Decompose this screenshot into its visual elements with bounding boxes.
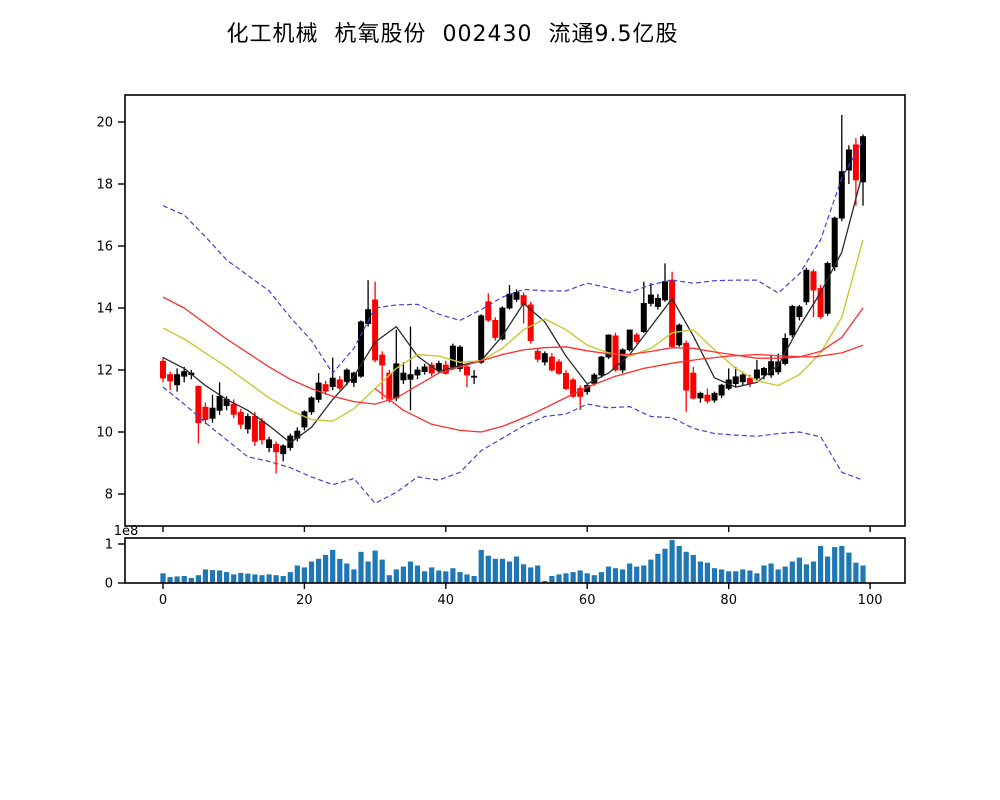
volume-axes-frame <box>124 537 906 584</box>
axes-frames <box>124 94 906 584</box>
svg-text:12: 12 <box>96 364 113 379</box>
ma-red-slow-line <box>374 344 864 433</box>
svg-text:20: 20 <box>96 116 113 131</box>
main-axes-frame <box>124 94 906 527</box>
svg-text:14: 14 <box>96 302 113 317</box>
ma-yellow-line <box>162 239 864 422</box>
volume-bars <box>160 540 866 584</box>
price-axis-ticks: 8 10 12 14 16 18 20 <box>96 116 125 503</box>
ma-black-line <box>162 171 864 444</box>
svg-text:18: 18 <box>96 178 113 193</box>
overlay-lines <box>162 140 864 504</box>
svg-text:0: 0 <box>105 577 113 592</box>
svg-text:60: 60 <box>579 593 596 608</box>
main-x-ticks <box>162 526 871 532</box>
svg-text:20: 20 <box>296 593 313 608</box>
svg-text:100: 100 <box>858 593 883 608</box>
chart-title: 化工机械 杭氧股份 002430 流通9.5亿股 <box>226 22 679 47</box>
svg-text:1: 1 <box>105 538 113 553</box>
ma-red-line <box>162 296 864 405</box>
candles-layer <box>159 114 867 474</box>
svg-text:40: 40 <box>438 593 455 608</box>
boll-upper-line <box>162 140 864 374</box>
svg-text:10: 10 <box>96 426 113 441</box>
svg-text:16: 16 <box>96 240 113 255</box>
svg-text:8: 8 <box>105 488 113 503</box>
svg-text:80: 80 <box>720 593 737 608</box>
svg-text:0: 0 <box>159 593 167 608</box>
volume-exponent-label: 1e8 <box>114 524 139 539</box>
volume-axis-ticks: 01 <box>105 538 125 592</box>
boll-lower-line <box>162 386 864 504</box>
x-axis-ticks-labels: 0 20 40 60 80 100 <box>159 583 883 608</box>
